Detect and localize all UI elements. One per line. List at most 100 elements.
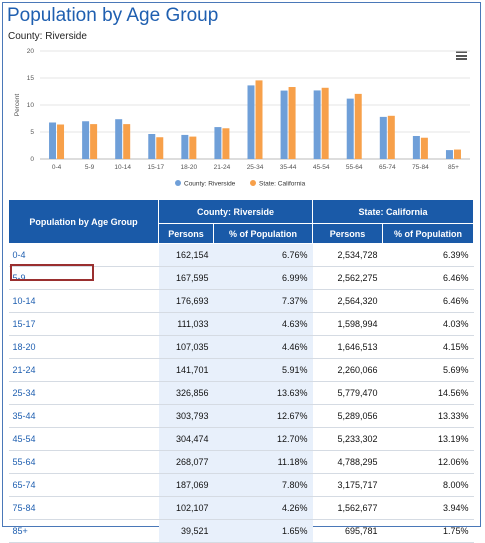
- bar-county[interactable]: [280, 90, 288, 159]
- bar-county[interactable]: [412, 135, 420, 159]
- bar-state[interactable]: [57, 124, 65, 159]
- county-persons-cell: 303,793: [158, 404, 214, 428]
- state-persons-cell: 4,788,295: [312, 450, 383, 474]
- table-row: 0-4 162,154 6.76% 2,534,728 6.39%: [8, 243, 474, 267]
- y-tick-label: 0: [30, 156, 34, 163]
- state-persons-cell: 2,534,728: [312, 243, 383, 267]
- bar-state[interactable]: [288, 87, 296, 159]
- state-pct-cell: 4.15%: [382, 335, 474, 359]
- bar-county[interactable]: [82, 121, 90, 159]
- y-tick-label: 5: [30, 129, 34, 136]
- legend-label-county[interactable]: County: Riverside: [184, 181, 236, 188]
- table-row: 35-44 303,793 12.67% 5,289,056 13.33%: [8, 404, 474, 428]
- county-persons-cell: 304,474: [158, 427, 214, 451]
- county-persons-cell: 141,701: [158, 358, 214, 382]
- state-persons-cell: 695,781: [312, 519, 383, 543]
- county-pct-cell: 12.67%: [213, 404, 313, 428]
- hamburger-menu-icon[interactable]: [456, 51, 467, 60]
- county-pct-cell: 7.80%: [213, 473, 313, 497]
- age-group-link[interactable]: 25-34: [8, 381, 159, 405]
- state-persons-cell: 1,598,994: [312, 312, 383, 336]
- x-tick-label: 18-20: [181, 164, 198, 171]
- state-pct-cell: 13.33%: [382, 404, 474, 428]
- x-tick-label: 35-44: [280, 164, 297, 171]
- table-row: 55-64 268,077 11.18% 4,788,295 12.06%: [8, 450, 474, 474]
- bar-county[interactable]: [445, 150, 453, 159]
- x-tick-label: 0-4: [52, 164, 62, 171]
- age-group-link[interactable]: 18-20: [8, 335, 159, 359]
- bar-state[interactable]: [189, 136, 197, 159]
- state-persons-cell: 1,562,677: [312, 496, 383, 520]
- x-tick-label: 45-54: [313, 164, 330, 171]
- age-group-link[interactable]: 5-9: [8, 266, 159, 290]
- y-axis-label: Percent: [14, 94, 21, 117]
- col-header-state: State: California: [312, 199, 475, 224]
- county-pct-cell: 11.18%: [213, 450, 313, 474]
- state-pct-cell: 12.06%: [382, 450, 474, 474]
- bar-state[interactable]: [387, 115, 395, 159]
- age-group-link[interactable]: 85+: [8, 519, 159, 543]
- bar-county[interactable]: [346, 98, 354, 159]
- bar-county[interactable]: [115, 119, 123, 159]
- age-group-link[interactable]: 0-4: [8, 243, 159, 267]
- x-tick-label: 55-64: [346, 164, 363, 171]
- county-pct-cell: 1.65%: [213, 519, 313, 543]
- county-pct-cell: 12.70%: [213, 427, 313, 451]
- bar-county[interactable]: [148, 133, 156, 159]
- age-group-link[interactable]: 35-44: [8, 404, 159, 428]
- table-row: 25-34 326,856 13.63% 5,779,470 14.56%: [8, 381, 474, 405]
- state-pct-cell: 1.75%: [382, 519, 474, 543]
- bar-state[interactable]: [420, 137, 428, 159]
- bar-state[interactable]: [123, 124, 131, 159]
- bar-county[interactable]: [247, 85, 255, 159]
- bar-state[interactable]: [453, 149, 461, 159]
- state-pct-cell: 6.46%: [382, 266, 474, 290]
- county-pct-cell: 4.63%: [213, 312, 313, 336]
- state-pct-cell: 8.00%: [382, 473, 474, 497]
- age-group-link[interactable]: 45-54: [8, 427, 159, 451]
- x-tick-label: 15-17: [147, 164, 164, 171]
- county-persons-cell: 268,077: [158, 450, 214, 474]
- state-persons-cell: 5,233,302: [312, 427, 383, 451]
- bar-state[interactable]: [354, 93, 362, 159]
- legend-label-state[interactable]: State: California: [259, 181, 306, 188]
- page-title: Population by Age Group: [7, 5, 219, 26]
- state-persons-cell: 5,289,056: [312, 404, 383, 428]
- state-pct-cell: 13.19%: [382, 427, 474, 451]
- age-group-link[interactable]: 55-64: [8, 450, 159, 474]
- bar-state[interactable]: [156, 137, 164, 159]
- bar-county[interactable]: [49, 122, 57, 159]
- bar-state[interactable]: [222, 128, 230, 159]
- table-row: 65-74 187,069 7.80% 3,175,717 8.00%: [8, 473, 474, 497]
- x-tick-label: 75-84: [412, 164, 429, 171]
- state-pct-cell: 14.56%: [382, 381, 474, 405]
- col-header-state-persons: Persons: [312, 223, 384, 244]
- y-tick-label: 10: [27, 102, 35, 109]
- state-persons-cell: 5,779,470: [312, 381, 383, 405]
- age-group-link[interactable]: 10-14: [8, 289, 159, 313]
- bar-county[interactable]: [181, 134, 189, 159]
- table-row: 18-20 107,035 4.46% 1,646,513 4.15%: [8, 335, 474, 359]
- age-group-bar-chart: 0-4 5-9 10-14 15-17 18-20 21-24 25-34 35-44 45-5…: [14, 48, 470, 188]
- legend-marker-county[interactable]: [175, 180, 181, 186]
- age-group-link[interactable]: 15-17: [8, 312, 159, 336]
- x-tick-label: 25-34: [247, 164, 264, 171]
- bar-state[interactable]: [255, 80, 263, 159]
- bar-state[interactable]: [90, 124, 98, 159]
- col-header-age-group: Population by Age Group: [8, 199, 159, 244]
- legend-marker-state[interactable]: [250, 180, 256, 186]
- table-row: 21-24 141,701 5.91% 2,260,066 5.69%: [8, 358, 474, 382]
- bar-state[interactable]: [321, 87, 329, 159]
- age-group-link[interactable]: 65-74: [8, 473, 159, 497]
- bar-county[interactable]: [214, 127, 222, 159]
- x-tick-label: 5-9: [85, 164, 95, 171]
- state-pct-cell: 6.39%: [382, 243, 474, 267]
- x-tick-label: 85+: [448, 164, 459, 171]
- state-persons-cell: 1,646,513: [312, 335, 383, 359]
- table-row: 5-9 167,595 6.99% 2,562,275 6.46%: [8, 266, 474, 290]
- age-group-link[interactable]: 21-24: [8, 358, 159, 382]
- age-group-link[interactable]: 75-84: [8, 496, 159, 520]
- state-pct-cell: 5.69%: [382, 358, 474, 382]
- bar-county[interactable]: [313, 90, 321, 159]
- bar-county[interactable]: [379, 116, 387, 159]
